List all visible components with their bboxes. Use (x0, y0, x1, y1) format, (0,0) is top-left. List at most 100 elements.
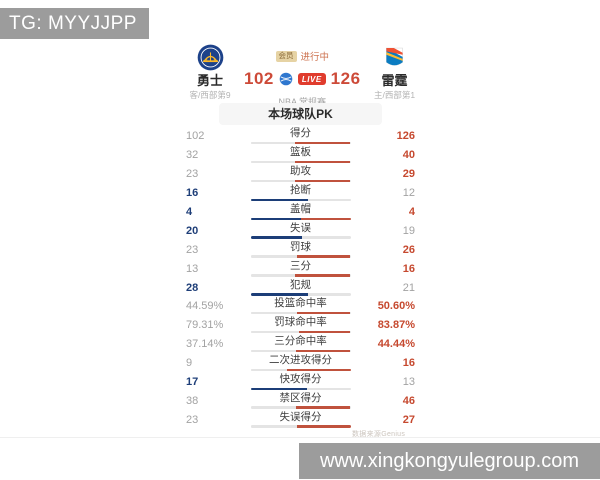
status-text: 进行中 (300, 52, 330, 63)
card-bottom-divider (0, 437, 600, 438)
right-score: 126 (330, 69, 361, 88)
url-banner: www.xingkongyulegroup.com (299, 443, 600, 479)
tg-banner: TG: MYYJJPP (0, 8, 149, 39)
stat-right-value: 50.60% (377, 300, 415, 313)
stat-label: 盖帽 (290, 203, 311, 215)
stat-row: 16 抢断 12 (186, 184, 415, 203)
stat-center: 三分命中率 (238, 336, 363, 353)
stat-bar (250, 311, 351, 315)
stat-center: 失误得分 (238, 410, 363, 428)
stat-bar-left (250, 425, 297, 428)
stat-label: 失误 (290, 221, 311, 234)
stat-center: 禁区得分 (238, 392, 363, 409)
stat-label: 助攻 (290, 165, 311, 178)
stat-center: 篮板 (238, 146, 363, 164)
stat-bar-left (250, 179, 295, 183)
stat-center: 快攻得分 (238, 373, 363, 391)
stat-bar (250, 160, 351, 164)
stat-bar-left (250, 274, 296, 277)
stat-center: 盖帽 (238, 204, 363, 220)
stat-right-value: 27 (402, 413, 415, 426)
stat-label: 篮板 (290, 146, 311, 159)
team-right: 雷霆 主/西部第1 (361, 44, 429, 108)
stat-left-value: 13 (186, 262, 199, 275)
stat-bar (250, 387, 351, 391)
stat-bar-right (301, 236, 351, 239)
stat-right-value: 126 (396, 130, 415, 143)
stat-bar-left (250, 160, 295, 164)
stat-center: 罚球命中率 (238, 316, 363, 334)
stat-left-value: 9 (186, 357, 193, 370)
stat-label: 罚球 (290, 240, 311, 253)
stat-bar-right (299, 330, 351, 334)
stat-row: 13 三分 16 (186, 259, 415, 278)
stat-left-value: 38 (186, 394, 199, 407)
stat-right-value: 19 (402, 224, 415, 237)
stat-row: 4 盖帽 4 (186, 203, 415, 222)
stat-center: 得分 (238, 128, 363, 145)
left-score: 102 (244, 69, 274, 88)
stat-bar-left (250, 141, 296, 145)
stat-left-value: 37.14% (186, 338, 224, 351)
stat-label: 失误得分 (279, 410, 322, 423)
stat-center: 助攻 (238, 165, 363, 183)
pk-title: 本场球队PK (219, 103, 382, 125)
stat-right-value: 29 (402, 168, 415, 181)
stat-label: 罚球命中率 (274, 316, 327, 329)
league-label: NBA 常规赛 (278, 97, 327, 107)
stat-label: 犯规 (290, 278, 311, 291)
status-badge: 会员 (275, 50, 297, 62)
stat-left-value: 102 (186, 130, 205, 143)
warriors-logo (197, 44, 223, 71)
stat-bar-right (296, 349, 351, 353)
status-line: 会员 进行中 (244, 49, 361, 63)
team-left-name: 勇士 (196, 73, 223, 88)
stat-bar-right (295, 274, 351, 277)
stat-center: 失误 (238, 221, 363, 239)
stat-bar (250, 425, 351, 428)
stat-bar-right (294, 179, 351, 183)
stat-bar-left (250, 236, 302, 239)
stat-bar-right (297, 255, 351, 258)
team-left: 勇士 客/西部第9 (176, 44, 244, 108)
stat-bar-right (295, 141, 351, 145)
stat-row: 32 篮板 40 (186, 146, 415, 165)
stat-right-value: 46 (402, 394, 415, 407)
stat-label: 快攻得分 (279, 373, 322, 386)
stat-bar-left (250, 217, 301, 220)
stat-center: 罚球 (238, 240, 363, 258)
stat-bar-right (307, 198, 351, 202)
stat-left-value: 20 (186, 224, 199, 237)
stat-right-value: 40 (402, 149, 415, 162)
stat-left-value: 32 (186, 149, 199, 162)
stat-bar-right (300, 217, 351, 220)
stat-row: 9 二次进攻得分 16 (186, 354, 415, 373)
stat-right-value: 16 (402, 357, 415, 370)
stat-right-value: 16 (402, 262, 415, 275)
stat-bar (250, 255, 351, 258)
stat-bar (250, 141, 351, 145)
stat-left-value: 23 (186, 413, 199, 426)
stat-center: 投篮命中率 (238, 298, 363, 315)
stat-bar (250, 217, 351, 220)
team-right-rank: 主/西部第1 (373, 90, 416, 100)
stat-left-value: 44.59% (186, 300, 224, 313)
stat-right-value: 21 (402, 281, 415, 294)
thunder-logo (386, 47, 403, 66)
stat-row: 102 得分 126 (186, 127, 415, 146)
stat-row: 17 快攻得分 13 (186, 373, 415, 392)
stat-bar (250, 349, 351, 353)
stat-left-value: 16 (186, 187, 199, 200)
stat-bar-left (250, 387, 308, 391)
stat-row: 37.14% 三分命中率 44.44% (186, 335, 415, 354)
stat-bar-left (250, 255, 298, 258)
stat-bar (250, 406, 351, 409)
stat-row: 20 失误 19 (186, 221, 415, 240)
stat-bar-left (250, 406, 296, 409)
stat-bar (250, 293, 351, 296)
stat-left-value: 28 (186, 281, 199, 294)
stat-right-value: 12 (402, 187, 415, 200)
basketball-icon (279, 72, 293, 86)
live-badge: LIVE (297, 73, 326, 85)
stat-bar (250, 198, 351, 202)
